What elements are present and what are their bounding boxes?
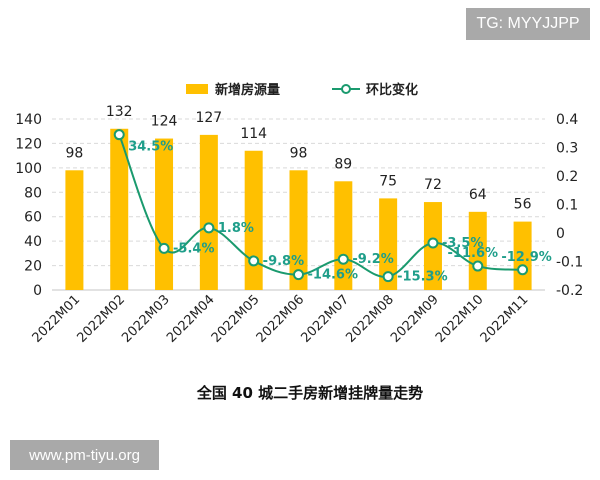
line-point xyxy=(203,222,215,234)
bar xyxy=(110,128,129,290)
line-data-label: -14.6% xyxy=(308,268,359,283)
x-tick-label: 2022M03 xyxy=(119,292,173,346)
line-point xyxy=(158,242,170,254)
bar-data-label: 98 xyxy=(290,145,308,161)
x-tick-label: 2022M01 xyxy=(30,292,84,346)
watermark-bottom: www.pm-tiyu.org xyxy=(10,440,159,470)
y-left-tick-label: 100 xyxy=(15,161,42,177)
y-right-tick-label: -0.2 xyxy=(556,283,583,299)
line-data-label: 1.8% xyxy=(218,221,254,236)
x-tick-label: 2022M08 xyxy=(343,292,397,346)
bar xyxy=(155,138,174,290)
bar xyxy=(199,134,218,290)
line-point xyxy=(248,255,260,267)
bar-data-label: 75 xyxy=(379,173,397,189)
line-point xyxy=(293,269,304,281)
y-left-tick-label: 0 xyxy=(33,283,42,299)
x-tick-label: 2022M11 xyxy=(478,292,532,346)
bar xyxy=(65,170,84,290)
legend-line-label: 环比变化 xyxy=(366,82,418,98)
x-tick-label: 2022M04 xyxy=(164,292,218,346)
x-tick-label: 2022M09 xyxy=(388,292,442,346)
bar xyxy=(468,211,487,290)
y-right-tick-label: 0.3 xyxy=(556,141,578,157)
y-left-tick-label: 120 xyxy=(15,136,42,152)
line-data-label: -9.2% xyxy=(352,252,393,267)
y-right-tick-label: 0.2 xyxy=(556,169,578,185)
bar-data-label: 114 xyxy=(240,126,267,142)
bar-data-label: 89 xyxy=(334,156,352,172)
y-right-tick-label: 0 xyxy=(556,226,565,242)
x-tick-label: 2022M06 xyxy=(254,292,308,346)
line-data-label: -12.9% xyxy=(501,250,552,265)
x-tick-label: 2022M02 xyxy=(74,292,128,346)
y-left-tick-label: 20 xyxy=(24,259,42,275)
bar-data-label: 127 xyxy=(195,110,222,126)
line-point xyxy=(517,264,529,276)
legend-bar-swatch xyxy=(186,84,208,94)
line-point xyxy=(337,253,349,265)
legend-bar-label: 新增房源量 xyxy=(215,82,280,98)
line-series xyxy=(118,134,523,278)
y-right-tick-label: 0.1 xyxy=(556,198,578,214)
y-right-tick-label: -0.1 xyxy=(556,255,583,271)
line-point xyxy=(113,129,125,141)
line-point xyxy=(382,271,394,283)
watermark-top: TG: MYYJJPP xyxy=(466,8,590,40)
y-left-tick-label: 40 xyxy=(24,234,42,250)
bar-data-label: 56 xyxy=(514,197,532,213)
line-data-label: -15.3% xyxy=(397,270,448,285)
line-data-label: -9.8% xyxy=(263,254,304,269)
line-data-label: -3.5% xyxy=(442,236,483,251)
bar-data-label: 132 xyxy=(106,104,133,120)
x-tick-label: 2022M05 xyxy=(209,292,263,346)
bar xyxy=(289,170,308,290)
line-data-label: 34.5% xyxy=(128,140,173,155)
y-left-tick-label: 140 xyxy=(15,112,42,128)
line-point xyxy=(427,237,439,249)
bar xyxy=(244,150,263,290)
bar-data-label: 124 xyxy=(151,114,178,130)
line-point xyxy=(472,260,484,272)
bar-data-label: 72 xyxy=(424,177,442,193)
bar xyxy=(334,181,353,290)
bar-data-label: 98 xyxy=(65,145,83,161)
legend-line-marker xyxy=(341,84,351,94)
line-data-label: -11.6% xyxy=(448,246,499,261)
x-tick-label: 2022M10 xyxy=(433,292,487,346)
x-tick-label: 2022M07 xyxy=(299,292,353,346)
line-data-label: -5.4% xyxy=(173,241,214,256)
y-right-tick-label: 0.4 xyxy=(556,112,578,128)
bar-data-label: 64 xyxy=(469,187,487,203)
y-left-tick-label: 80 xyxy=(24,185,42,201)
chart-title: 全国 40 城二手房新增挂牌量走势 xyxy=(196,384,423,402)
bar xyxy=(379,198,398,290)
y-left-tick-label: 60 xyxy=(24,210,42,226)
